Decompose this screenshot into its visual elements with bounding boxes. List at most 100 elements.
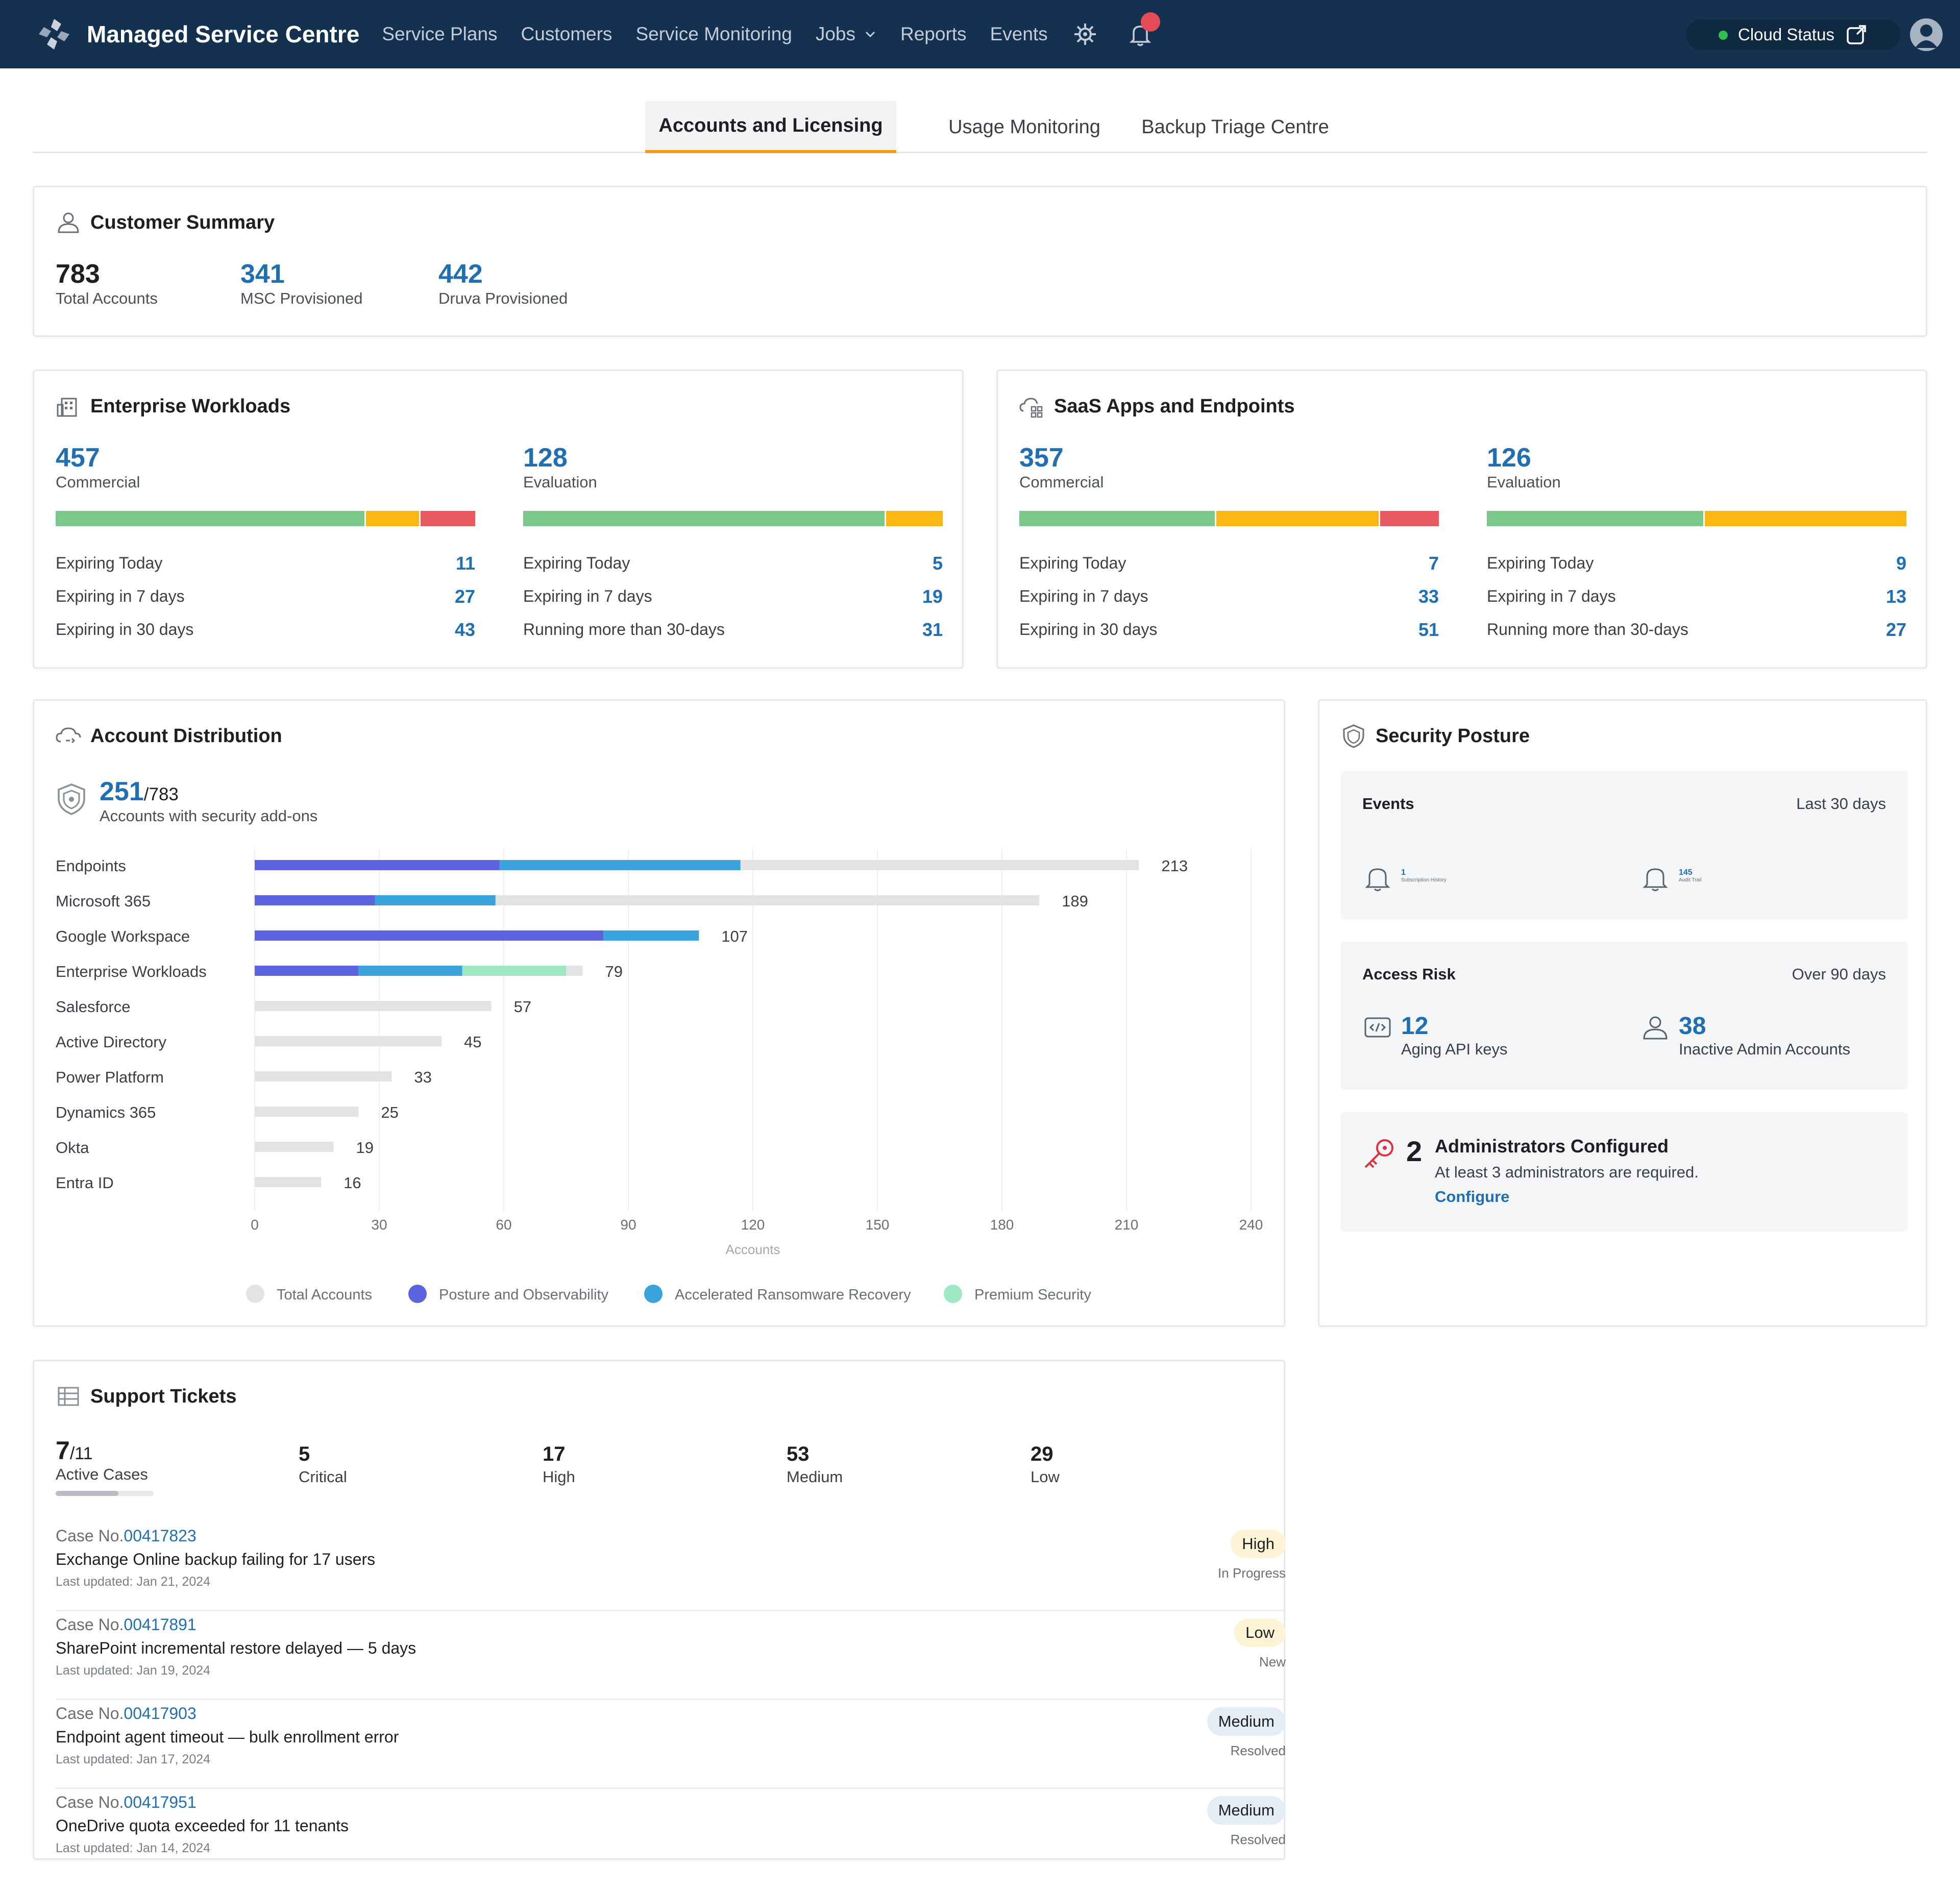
app-title: Managed Service Centre bbox=[87, 21, 360, 47]
ticket-case: Case No.00417823 bbox=[56, 1527, 197, 1545]
ticket-status: Resolved bbox=[1230, 1743, 1286, 1758]
tab-usage-monitoring[interactable]: Usage Monitoring bbox=[948, 116, 1100, 138]
legend-swatch bbox=[408, 1285, 427, 1303]
bar-total-accounts bbox=[255, 1071, 392, 1082]
nav-reports[interactable]: Reports bbox=[900, 23, 967, 44]
saas-commercial-stat[interactable]: 357 Commercial bbox=[1019, 443, 1104, 492]
cloud-status-button[interactable]: Cloud Status bbox=[1686, 19, 1900, 50]
list-item[interactable]: Expiring in 30 days 51 bbox=[1019, 613, 1439, 646]
event-value: 1 bbox=[1401, 868, 1406, 877]
category-label: Active Directory bbox=[56, 1033, 167, 1051]
active-cases-progress bbox=[56, 1491, 154, 1496]
configure-link[interactable]: Configure bbox=[1435, 1188, 1510, 1206]
medium-stat[interactable]: 53 Medium bbox=[787, 1443, 843, 1486]
list-item[interactable]: Expiring in 7 days 33 bbox=[1019, 580, 1439, 613]
list-item[interactable]: Expiring Today 11 bbox=[56, 547, 475, 580]
stat-msc-provisioned[interactable]: 341 MSC Provisioned bbox=[240, 259, 362, 308]
ew-evaluation-stat[interactable]: 128 Evaluation bbox=[523, 443, 597, 492]
table-icon bbox=[58, 1387, 79, 1406]
case-number-link[interactable]: 00417951 bbox=[124, 1793, 197, 1811]
ticket-case: Case No.00417891 bbox=[56, 1615, 197, 1634]
category-label: Power Platform bbox=[56, 1068, 164, 1086]
brand[interactable]: Managed Service Centre bbox=[37, 17, 359, 52]
customer-summary-title: Customer Summary bbox=[56, 210, 275, 235]
list-item[interactable]: Expiring in 7 days 19 bbox=[523, 580, 943, 613]
list-item[interactable]: Expiring Today 9 bbox=[1487, 547, 1906, 580]
category-label: Microsoft 365 bbox=[56, 892, 151, 910]
row-label: Expiring in 7 days bbox=[1487, 587, 1616, 605]
risk-aging-api-keys[interactable]: 12 Aging API keys bbox=[1362, 1012, 1508, 1059]
list-item[interactable]: Expiring in 7 days 13 bbox=[1487, 580, 1906, 613]
stat-label: High bbox=[543, 1468, 575, 1486]
row-label: Expiring in 30 days bbox=[56, 620, 194, 638]
list-item[interactable]: Expiring Today 7 bbox=[1019, 547, 1439, 580]
ew-commercial-stat[interactable]: 457 Commercial bbox=[56, 443, 140, 492]
security-posture-title-text: Security Posture bbox=[1376, 725, 1530, 747]
stat-value: 29 bbox=[1031, 1443, 1054, 1465]
nav-service-monitoring[interactable]: Service Monitoring bbox=[635, 23, 792, 44]
list-item[interactable]: Running more than 30-days 31 bbox=[523, 613, 943, 646]
stat-value: 442 bbox=[438, 259, 483, 289]
nav-service-plans[interactable]: Service Plans bbox=[382, 23, 498, 44]
stat-value: 17 bbox=[543, 1443, 566, 1465]
nav-events[interactable]: Events bbox=[990, 23, 1048, 44]
cloud-sync-icon bbox=[56, 727, 81, 744]
ticket-status: New bbox=[1259, 1654, 1286, 1669]
legend-label: Accelerated Ransomware Recovery bbox=[675, 1287, 911, 1303]
key-icon bbox=[1364, 1139, 1393, 1168]
risk-text: 38 Inactive Admin Accounts bbox=[1679, 1012, 1850, 1059]
stat-label: MSC Provisioned bbox=[240, 289, 363, 307]
active-cases-stat[interactable]: 7/11 Active Cases bbox=[56, 1436, 154, 1496]
list-item[interactable]: Running more than 30-days 27 bbox=[1487, 613, 1906, 646]
nav-jobs[interactable]: Jobs bbox=[816, 23, 877, 45]
stat-druva-provisioned[interactable]: 442 Druva Provisioned bbox=[438, 259, 568, 308]
case-number-link[interactable]: 00417903 bbox=[124, 1704, 197, 1723]
user-avatar-icon[interactable] bbox=[1910, 18, 1943, 51]
row-value: 31 bbox=[922, 619, 943, 640]
bell-icon bbox=[1365, 868, 1390, 891]
low-stat[interactable]: 29 Low bbox=[1031, 1443, 1060, 1486]
event-subscription-history[interactable]: 1 Subscription History bbox=[1362, 863, 1447, 894]
ticket-row[interactable]: Case No.00417891 SharePoint incremental … bbox=[56, 1611, 1286, 1700]
list-item[interactable]: Expiring in 30 days 43 bbox=[56, 613, 475, 646]
risk-label: Inactive Admin Accounts bbox=[1679, 1040, 1851, 1058]
main-nav: Service Plans Customers Service Monitori… bbox=[382, 12, 1181, 48]
enterprise-workloads-title-text: Enterprise Workloads bbox=[90, 395, 291, 417]
license-status-bar bbox=[1019, 511, 1439, 526]
bar-posture-and-observability bbox=[255, 930, 604, 941]
legend-swatch bbox=[644, 1285, 663, 1303]
bar-segment-active bbox=[1487, 511, 1705, 526]
ticket-row[interactable]: Case No.00417823 Exchange Online backup … bbox=[56, 1522, 1286, 1611]
expiry-list: Expiring Today 7 Expiring in 7 days 33 Exp… bbox=[1019, 547, 1439, 646]
expiry-list: Expiring Today 9 Expiring in 7 days 13 Run… bbox=[1487, 547, 1906, 646]
risk-label: Aging API keys bbox=[1401, 1040, 1508, 1058]
nav-jobs-label: Jobs bbox=[815, 23, 855, 44]
bar-total-accounts bbox=[255, 1036, 442, 1046]
x-tick-label: 90 bbox=[620, 1217, 636, 1233]
critical-stat[interactable]: 5 Critical bbox=[299, 1443, 347, 1486]
case-prefix: Case No. bbox=[56, 1704, 124, 1723]
case-number-link[interactable]: 00417891 bbox=[124, 1615, 197, 1634]
case-number-link[interactable]: 00417823 bbox=[124, 1527, 197, 1545]
notifications-button[interactable] bbox=[1126, 12, 1160, 48]
tab-backup-triage-centre[interactable]: Backup Triage Centre bbox=[1141, 116, 1329, 138]
page-tabs: Accounts and Licensing Usage Monitoring … bbox=[33, 101, 1927, 153]
saas-evaluation-stat[interactable]: 126 Evaluation bbox=[1487, 443, 1561, 492]
stat-label: Commercial bbox=[56, 473, 140, 491]
event-audit-trail[interactable]: 145 Audit Trail bbox=[1640, 863, 1701, 894]
risk-inactive-admin-accounts[interactable]: 38 Inactive Admin Accounts bbox=[1640, 1012, 1850, 1059]
nav-customers[interactable]: Customers bbox=[521, 23, 612, 44]
ticket-row[interactable]: Case No.00417951 OneDrive quota exceeded… bbox=[56, 1789, 1286, 1878]
ticket-row[interactable]: Case No.00417903 Endpoint agent timeout … bbox=[56, 1700, 1286, 1789]
gear-icon[interactable] bbox=[1071, 20, 1099, 48]
bar-segment-expiring bbox=[366, 511, 421, 526]
list-item[interactable]: Expiring Today 5 bbox=[523, 547, 943, 580]
x-tick-label: 240 bbox=[1239, 1217, 1263, 1233]
stat-label: Druva Provisioned bbox=[438, 289, 568, 307]
list-item[interactable]: Expiring in 7 days 27 bbox=[56, 580, 475, 613]
bar-posture-and-observability bbox=[255, 966, 359, 976]
high-stat[interactable]: 17 High bbox=[543, 1443, 575, 1486]
ticket-updated: Last updated: Jan 14, 2024 bbox=[56, 1841, 211, 1855]
tab-accounts-and-licensing[interactable]: Accounts and Licensing bbox=[645, 101, 896, 153]
events-panel: Events Last 30 days 1 Subscription Histo… bbox=[1341, 771, 1907, 919]
